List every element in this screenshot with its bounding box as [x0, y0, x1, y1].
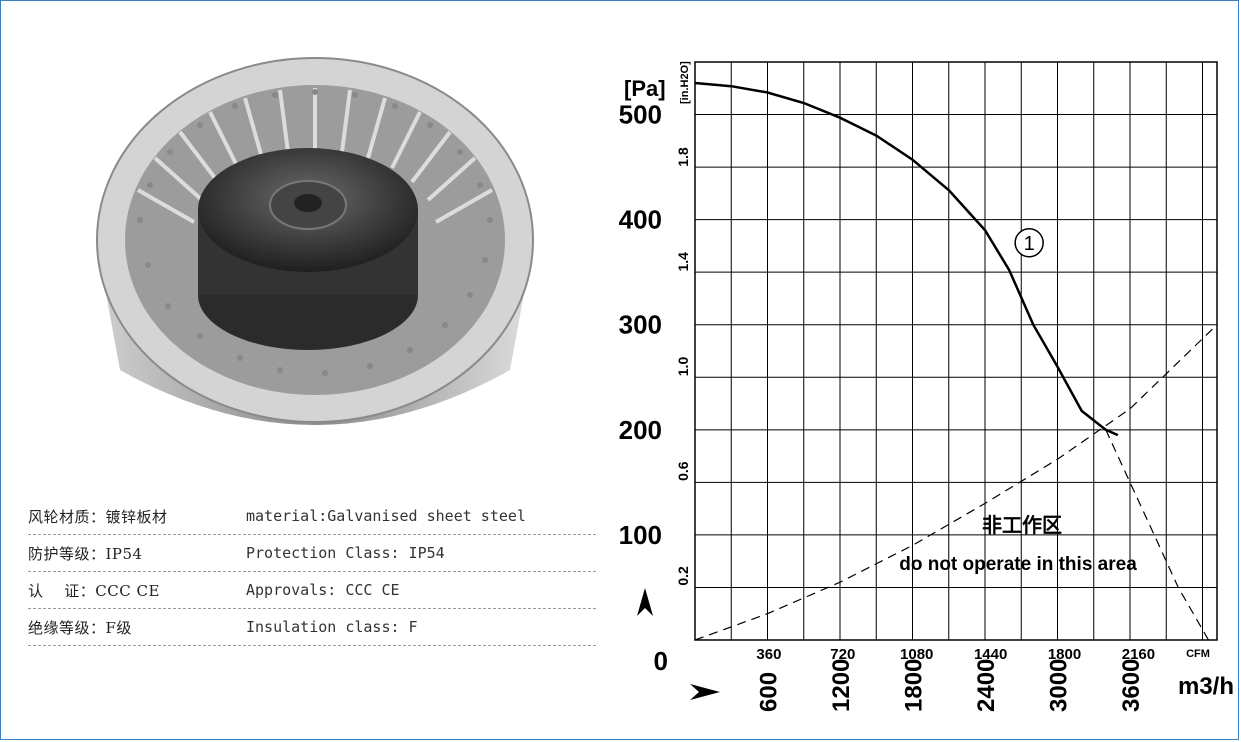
y2-tick-label: 0.6	[675, 461, 691, 481]
spec-en: Insulation class: F	[246, 618, 418, 636]
y-tick-label: 300	[619, 310, 662, 340]
series-line-3	[694, 324, 1218, 641]
spec-cn: 认 证：CCC CE	[28, 581, 160, 600]
chart-labels: 1 100 200 300 400 500 0 [Pa] 0.2 0.6 1.0 1.4 1.8 [in.…	[619, 61, 1234, 712]
series-line-2	[1105, 429, 1210, 641]
x2-tick-label: 1440	[974, 646, 1007, 663]
y2-unit-label: [in.H2O]	[679, 61, 691, 104]
x2-unit-label: CFM	[1186, 648, 1210, 660]
spec-row-approvals: 认 证：CCC CE Approvals: CCC CE	[28, 572, 596, 609]
fan-impeller-photo	[96, 57, 534, 425]
x2-tick-label: 2160	[1122, 646, 1155, 663]
x-tick-label: 2400	[973, 659, 1000, 712]
x-unit-label: m3/h	[1178, 673, 1234, 700]
spec-table: 风轮材质：镀锌板材 material:Galvanised sheet stee…	[28, 498, 596, 646]
spec-en: material:Galvanised sheet steel	[246, 507, 526, 525]
y2-tick-label: 0.2	[675, 566, 691, 586]
spec-en: Approvals: CCC CE	[246, 581, 400, 599]
x2-tick-label: 1080	[900, 646, 933, 663]
spec-row-protection: 防护等级：IP54 Protection Class: IP54	[28, 535, 596, 572]
y2-tick-label: 1.0	[675, 357, 691, 377]
chart-curves	[694, 81, 1218, 641]
region-label-en: do not operate in this area	[899, 554, 1137, 575]
y-axis-arrow-icon	[637, 588, 653, 616]
spec-cn: 防护等级：IP54	[28, 544, 143, 563]
spec-row-material: 风轮材质：镀锌板材 material:Galvanised sheet stee…	[28, 498, 596, 535]
chart-grid	[694, 61, 1218, 641]
x-axis-arrow-icon	[690, 684, 720, 700]
performance-chart: 1 100 200 300 400 500 0 [Pa] 0.2 0.6 1.0 1.4 1.8 [in.…	[619, 61, 1234, 712]
x2-tick-label: 720	[830, 646, 855, 663]
x-tick-label: 3000	[1046, 659, 1073, 712]
y-tick-label: 0	[654, 646, 668, 676]
y2-tick-label: 1.8	[675, 147, 691, 167]
plot-frame	[694, 61, 1218, 641]
x-tick-label: 3600	[1118, 659, 1145, 712]
y-tick-label: 400	[619, 205, 662, 235]
x2-tick-label: 360	[756, 646, 781, 663]
x-tick-label: 600	[756, 672, 783, 712]
x-tick-label: 1800	[901, 659, 928, 712]
series-line-1	[694, 81, 1119, 437]
y-tick-label: 100	[619, 520, 662, 550]
y-unit-label: [Pa]	[624, 76, 666, 101]
spec-cn: 风轮材质：镀锌板材	[28, 507, 168, 526]
y-tick-label: 500	[619, 100, 662, 130]
x-tick-label: 1200	[828, 659, 855, 712]
spec-cn: 绝缘等级：F级	[28, 618, 132, 637]
x2-tick-label: 1800	[1048, 646, 1081, 663]
spec-en: Protection Class: IP54	[246, 544, 445, 562]
curve-label: 1	[1024, 233, 1035, 255]
region-label-cn: 非工作区	[982, 513, 1062, 537]
y-tick-label: 200	[619, 415, 662, 445]
curve-label-circle	[1014, 228, 1044, 258]
spec-row-insulation: 绝缘等级：F级 Insulation class: F	[28, 609, 596, 646]
y2-tick-label: 1.4	[675, 252, 691, 272]
